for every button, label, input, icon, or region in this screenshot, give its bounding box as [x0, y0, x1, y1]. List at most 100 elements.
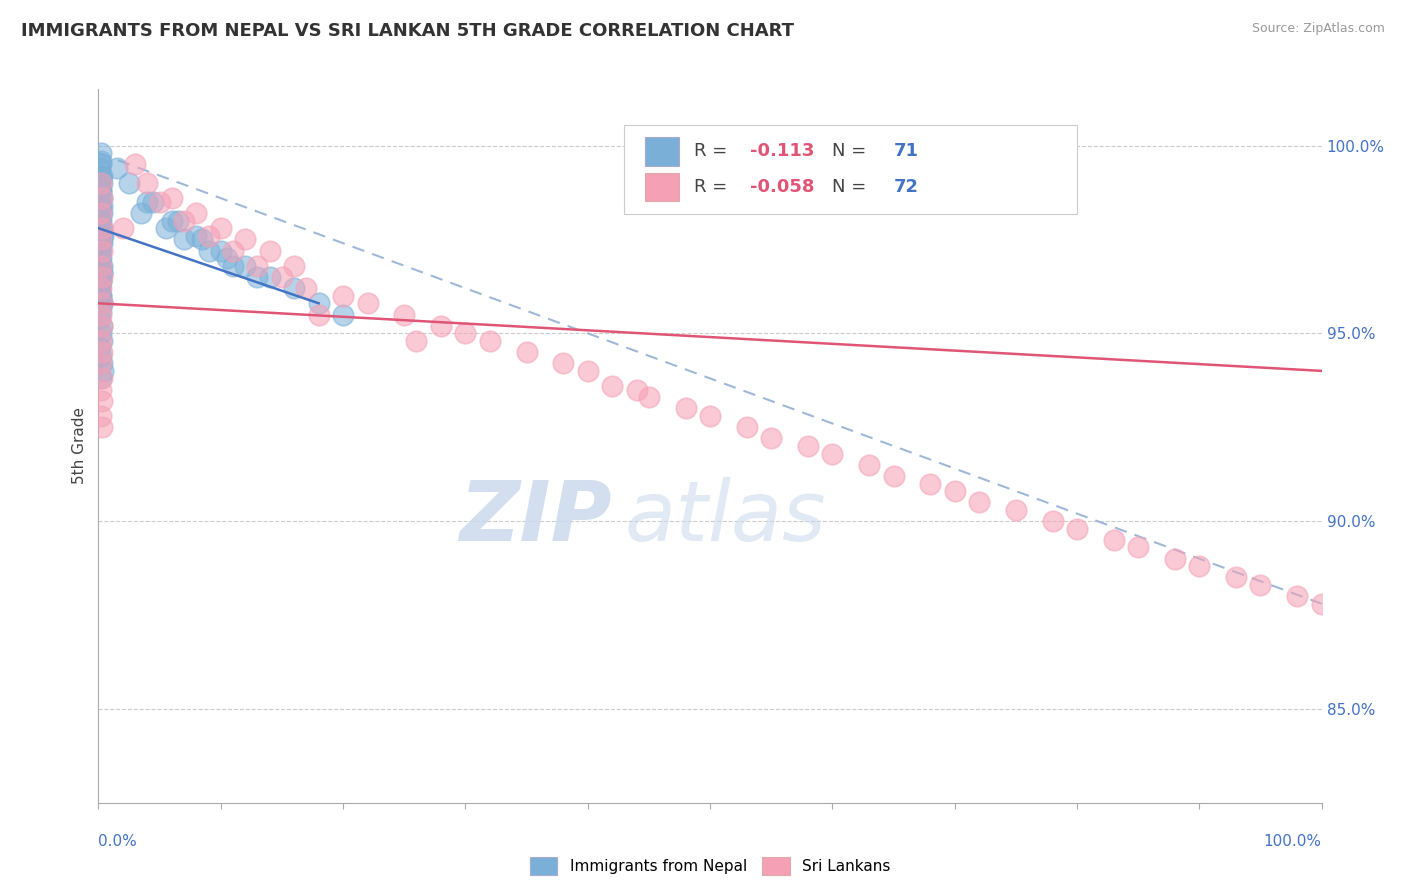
Text: R =: R = — [695, 178, 733, 196]
Point — [1310, 597, 1333, 611]
Point — [90, 289, 112, 303]
Point — [90, 356, 112, 370]
Point — [215, 251, 238, 265]
FancyBboxPatch shape — [645, 137, 679, 166]
Point — [90, 206, 112, 220]
Point — [699, 409, 721, 423]
Point — [1128, 541, 1150, 555]
Point — [89, 191, 111, 205]
Point — [197, 228, 219, 243]
Text: -0.113: -0.113 — [751, 143, 814, 161]
Text: Source: ZipAtlas.com: Source: ZipAtlas.com — [1251, 22, 1385, 36]
Point — [111, 221, 134, 235]
Point — [90, 326, 112, 341]
Point — [89, 311, 111, 326]
Text: N =: N = — [832, 143, 872, 161]
Point — [90, 206, 112, 220]
Point — [89, 161, 111, 175]
Point — [209, 244, 232, 258]
Point — [90, 303, 112, 318]
Point — [90, 274, 112, 288]
Text: atlas: atlas — [624, 477, 827, 558]
Point — [90, 184, 112, 198]
Point — [197, 244, 219, 258]
Point — [90, 244, 112, 258]
Point — [1225, 570, 1247, 584]
Point — [186, 228, 208, 243]
Point — [246, 259, 269, 273]
Point — [1188, 559, 1211, 574]
Point — [91, 371, 114, 385]
Point — [105, 161, 128, 175]
Point — [515, 345, 537, 359]
Text: N =: N = — [832, 178, 872, 196]
Point — [91, 296, 114, 310]
Point — [118, 176, 141, 190]
Point — [91, 176, 114, 190]
Point — [90, 176, 112, 190]
Point — [259, 244, 281, 258]
Point — [91, 364, 114, 378]
Point — [173, 213, 195, 227]
Point — [91, 266, 114, 280]
Point — [308, 308, 330, 322]
Point — [90, 251, 112, 265]
Point — [90, 409, 112, 423]
Point — [1004, 503, 1026, 517]
Point — [90, 184, 112, 198]
Point — [222, 244, 245, 258]
Point — [91, 318, 114, 333]
Point — [858, 458, 880, 472]
Point — [943, 484, 966, 499]
FancyBboxPatch shape — [624, 125, 1077, 214]
Point — [90, 259, 112, 273]
Point — [129, 206, 152, 220]
Point — [405, 334, 427, 348]
Point — [90, 213, 112, 227]
Point — [91, 228, 114, 243]
Point — [576, 364, 599, 378]
Point — [246, 270, 269, 285]
Legend: Immigrants from Nepal, Sri Lankans: Immigrants from Nepal, Sri Lankans — [524, 851, 896, 880]
Point — [478, 334, 501, 348]
Point — [209, 221, 232, 235]
Y-axis label: 5th Grade: 5th Grade — [72, 408, 87, 484]
Point — [356, 296, 378, 310]
Point — [1249, 578, 1271, 592]
Point — [91, 270, 114, 285]
Text: R =: R = — [695, 143, 733, 161]
Point — [283, 259, 305, 273]
Point — [638, 390, 661, 404]
Point — [332, 308, 354, 322]
Point — [91, 259, 114, 273]
Point — [91, 296, 114, 310]
Point — [90, 232, 112, 246]
Point — [91, 393, 114, 408]
Point — [89, 213, 111, 227]
Point — [233, 259, 256, 273]
FancyBboxPatch shape — [645, 173, 679, 202]
Point — [430, 318, 453, 333]
Point — [90, 157, 112, 171]
Text: 71: 71 — [894, 143, 918, 161]
Point — [91, 228, 114, 243]
Point — [90, 236, 112, 251]
Point — [90, 281, 112, 295]
Point — [136, 176, 159, 190]
Point — [89, 176, 111, 190]
Point — [91, 221, 114, 235]
Point — [186, 206, 208, 220]
Point — [1066, 522, 1088, 536]
Point — [90, 349, 112, 363]
Point — [821, 446, 844, 460]
Point — [308, 296, 330, 310]
Point — [90, 334, 112, 348]
Text: 100.0%: 100.0% — [1264, 834, 1322, 849]
Point — [89, 281, 111, 295]
Point — [91, 296, 114, 310]
Point — [233, 232, 256, 246]
Point — [1102, 533, 1125, 547]
Point — [91, 199, 114, 213]
Point — [259, 270, 281, 285]
Text: IMMIGRANTS FROM NEPAL VS SRI LANKAN 5TH GRADE CORRELATION CHART: IMMIGRANTS FROM NEPAL VS SRI LANKAN 5TH … — [21, 22, 794, 40]
